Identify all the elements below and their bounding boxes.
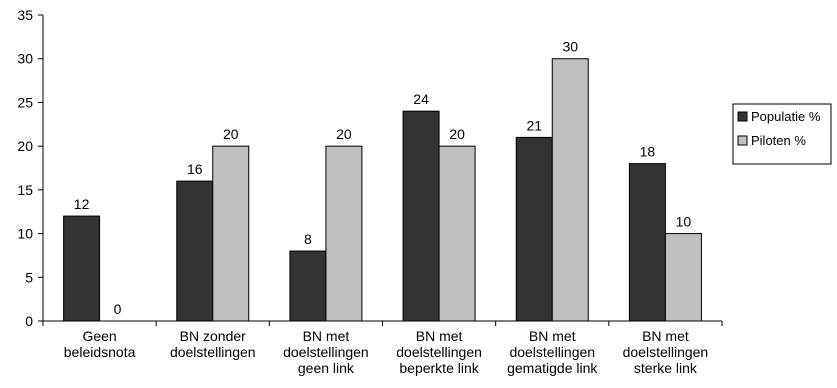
category-label-line: Geen [82, 328, 116, 344]
legend-box [732, 103, 832, 165]
data-label: 30 [562, 39, 578, 55]
category-label: BN met doelstellingen gematigde link [507, 328, 598, 376]
category-label-line: doelstellingen [509, 344, 595, 360]
category-label-line: BN met [303, 328, 350, 344]
category-label-line: gematigde link [507, 360, 598, 376]
category-label: Geen beleidsnota [64, 328, 136, 360]
data-label: 18 [640, 144, 656, 160]
bar [63, 215, 101, 322]
y-tick-label: 5 [25, 269, 33, 285]
y-tick-label: 10 [17, 226, 33, 242]
data-labels: 12 0 16 20 8 20 24 20 21 30 18 10 [74, 39, 692, 317]
bar [325, 145, 363, 322]
bar [212, 145, 250, 322]
bar [664, 233, 702, 322]
legend-label: Piloten % [751, 133, 806, 148]
bars [63, 58, 702, 322]
y-tick-label: 35 [17, 7, 33, 23]
data-label: 21 [526, 117, 542, 133]
category-label: BN met doelstellingen beperkte link [396, 328, 482, 376]
data-label: 20 [223, 126, 239, 142]
data-label: 8 [304, 231, 312, 247]
y-tick-label: 25 [17, 94, 33, 110]
y-tick-label: 15 [17, 182, 33, 198]
category-label: BN met doelstellingen sterke link [623, 328, 709, 376]
category-label-line: geen link [298, 360, 355, 376]
data-label: 20 [336, 126, 352, 142]
category-label-line: BN met [529, 328, 576, 344]
bar [289, 250, 327, 322]
data-label: 24 [413, 91, 429, 107]
bar [628, 163, 666, 322]
bar [515, 136, 553, 322]
data-label: 10 [676, 214, 692, 230]
bar [176, 180, 214, 322]
category-label-line: BN met [416, 328, 463, 344]
bar [438, 145, 476, 322]
y-tick-label: 30 [17, 51, 33, 67]
axes: 0 5 10 15 20 25 30 35 [17, 7, 723, 329]
category-label-line: doelstellingen [396, 344, 482, 360]
legend-swatch [737, 111, 748, 122]
y-tick-label: 0 [25, 313, 33, 329]
data-label: 12 [74, 196, 90, 212]
category-label-line: doelstellingen [170, 344, 256, 360]
category-label-line: beleidsnota [64, 344, 136, 360]
bar [551, 58, 589, 322]
data-label: 16 [187, 161, 203, 177]
category-label-line: BN met [642, 328, 689, 344]
category-label: BN zonder doelstellingen [170, 328, 256, 360]
category-label-line: beperkte link [399, 360, 479, 376]
category-label-line: doelstellingen [623, 344, 709, 360]
category-label-line: BN zonder [180, 328, 246, 344]
category-label-line: doelstellingen [283, 344, 369, 360]
legend-label: Populatie % [751, 109, 821, 124]
bar [402, 110, 440, 322]
legend: Populatie % Piloten % [732, 103, 832, 165]
legend-swatch [737, 135, 748, 146]
y-tick-label: 20 [17, 138, 33, 154]
data-label: 20 [449, 126, 465, 142]
data-label: 0 [114, 301, 122, 317]
category-label-line: sterke link [634, 360, 698, 376]
category-label: BN met doelstellingen geen link [283, 328, 369, 376]
